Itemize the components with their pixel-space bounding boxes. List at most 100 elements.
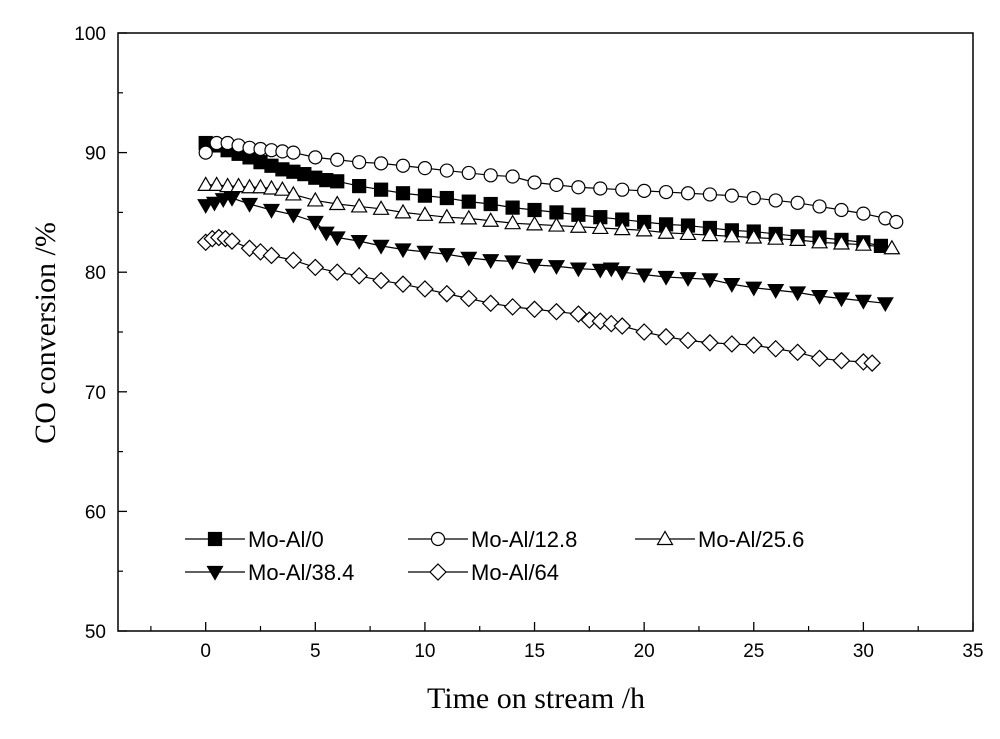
data-point — [889, 214, 904, 230]
data-point — [483, 168, 498, 183]
data-point — [527, 202, 542, 218]
legend-marker — [429, 563, 447, 581]
data-point — [223, 191, 241, 207]
data-point — [503, 298, 522, 316]
data-point — [251, 178, 270, 194]
axes: 0 5 10 15 20 25 30 35 50 60 70 80 90 100 — [74, 24, 983, 662]
data-point — [744, 336, 763, 355]
data-point — [635, 268, 653, 284]
data-point — [547, 260, 566, 275]
legend-label: Mo-Al/25.6 — [698, 527, 804, 552]
data-point — [394, 275, 412, 294]
data-point — [856, 206, 871, 221]
data-point — [205, 196, 224, 212]
data-point — [834, 202, 849, 218]
data-point — [262, 203, 281, 219]
data-point — [230, 177, 248, 193]
data-point — [635, 323, 654, 341]
data-point — [810, 290, 829, 305]
data-point — [766, 339, 785, 358]
data-point — [394, 203, 412, 219]
data-point — [788, 343, 807, 362]
data-point — [438, 248, 456, 263]
data-point — [197, 176, 215, 191]
legend-entry: Mo-Al/38.4 — [185, 560, 354, 585]
data-point — [591, 263, 609, 279]
legend-entry: Mo-Al/64 — [408, 560, 559, 585]
data-point — [658, 184, 674, 200]
x-tick-label: 0 — [200, 641, 211, 662]
data-point — [416, 206, 434, 221]
data-point — [767, 284, 785, 299]
data-point — [680, 186, 696, 201]
data-point — [505, 200, 520, 215]
legend-entry: Mo-Al/12.8 — [408, 527, 577, 552]
data-point — [832, 234, 851, 250]
x-tick-label: 10 — [414, 641, 435, 662]
data-point — [571, 180, 586, 195]
data-point — [417, 188, 433, 203]
x-tick-label: 25 — [743, 641, 764, 662]
y-tick-label: 90 — [85, 144, 106, 165]
data-point — [657, 224, 675, 239]
x-axis-title: Time on stream /h — [427, 682, 645, 715]
data-point — [569, 305, 588, 323]
data-point — [482, 254, 500, 269]
data-point — [790, 195, 805, 210]
data-point — [306, 258, 325, 277]
data-point — [350, 197, 368, 213]
data-point — [745, 228, 763, 244]
data-point — [580, 311, 599, 329]
data-point — [525, 215, 544, 231]
x-tick-label: 30 — [853, 641, 874, 662]
data-point — [613, 317, 632, 335]
data-point — [657, 327, 675, 346]
data-point — [722, 335, 741, 353]
data-point — [810, 349, 829, 368]
data-point — [483, 196, 498, 212]
data-point — [395, 186, 411, 201]
legend-marker — [430, 531, 446, 547]
data-point — [317, 226, 335, 242]
y-axis-title: CO conversion /% — [29, 222, 62, 444]
data-point — [350, 266, 369, 285]
legend-marker — [656, 530, 674, 546]
data-point — [306, 215, 324, 231]
legend-label: Mo-Al/12.8 — [471, 527, 577, 552]
data-point — [395, 158, 411, 173]
data-point — [746, 190, 761, 206]
data-point — [525, 300, 544, 319]
series-mo-al-64 — [196, 228, 882, 372]
data-point — [615, 182, 630, 197]
data-point — [679, 272, 697, 287]
data-point — [481, 294, 500, 313]
legend-marker — [206, 565, 224, 581]
data-point — [637, 183, 652, 198]
data-point — [863, 354, 882, 372]
data-point — [854, 235, 872, 251]
data-point — [723, 278, 741, 293]
data-point — [372, 271, 390, 290]
x-tick-label: 15 — [524, 641, 545, 662]
data-point — [812, 199, 827, 214]
data-point — [591, 219, 609, 235]
data-point — [439, 190, 454, 206]
y-tick-label: 50 — [85, 622, 106, 643]
data-point — [613, 220, 631, 236]
data-point — [262, 246, 281, 265]
y-tick-label: 80 — [85, 263, 106, 284]
data-point — [547, 216, 566, 232]
data-point — [373, 182, 389, 197]
data-point — [701, 273, 719, 289]
data-point — [352, 155, 367, 170]
legend: Mo-Al/0 Mo-Al/12.8 Mo-Al/25.6 Mo-Al/38.4 Mo-… — [185, 527, 804, 585]
data-point — [832, 351, 851, 370]
data-point — [350, 235, 368, 250]
data-point — [328, 231, 346, 247]
data-point — [223, 232, 241, 250]
x-tick-label: 20 — [634, 641, 655, 662]
data-point — [593, 181, 608, 196]
data-point — [459, 289, 478, 308]
data-point — [635, 221, 653, 237]
